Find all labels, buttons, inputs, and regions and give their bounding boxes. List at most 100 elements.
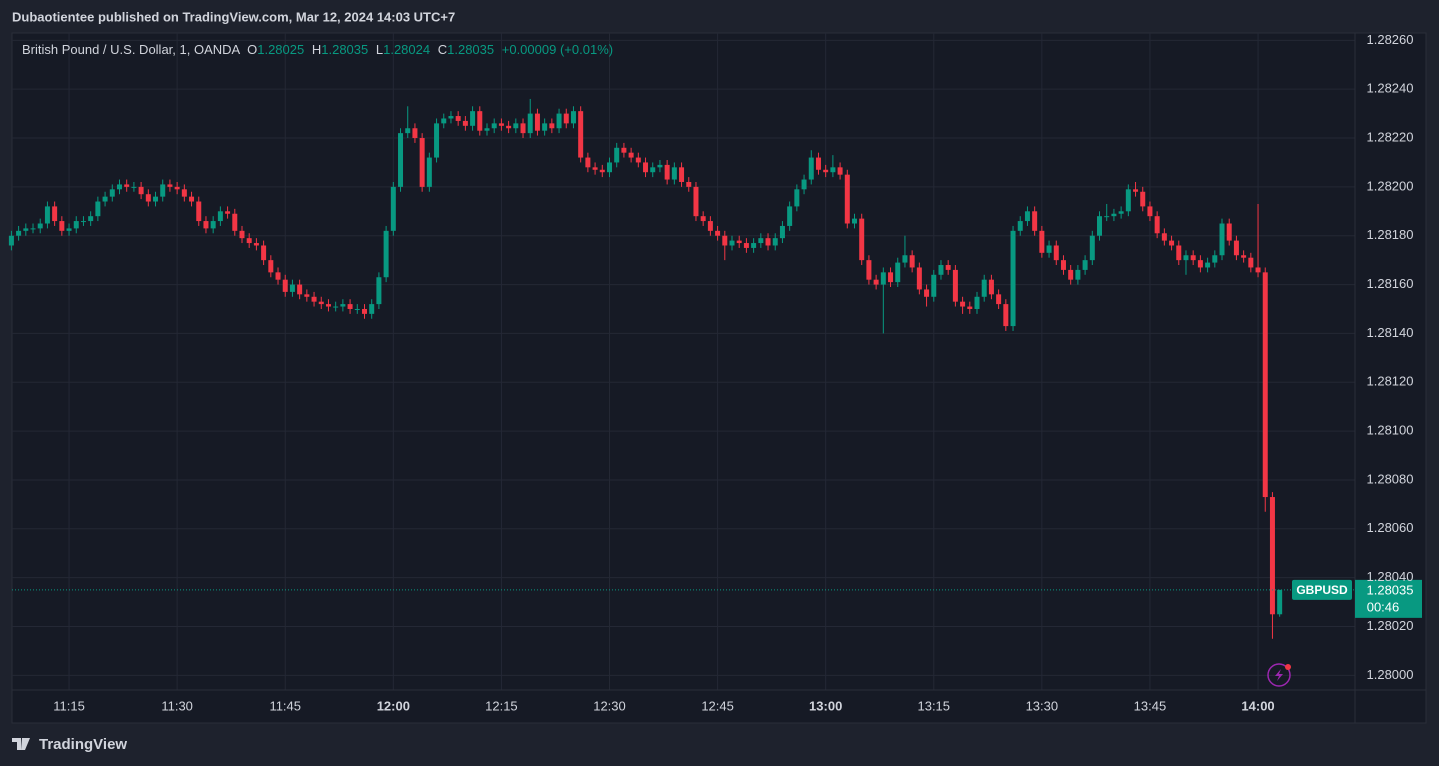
candle-body [44,206,50,224]
candle-body [390,186,396,231]
candle-body [895,262,901,283]
candle-body [1104,216,1110,218]
chart-panel [11,32,1427,724]
candle-body [1046,245,1052,253]
candle-body [1147,206,1153,217]
candle-body [88,216,94,222]
candle-body [462,120,468,126]
candle-body [1133,189,1139,192]
candle-body [924,289,930,297]
candle-body [996,294,1002,305]
symbol-tag-bg [1292,579,1352,600]
candle-body [664,164,670,180]
ohlc-label: L [376,42,383,57]
candle-body [189,196,195,202]
candle-body [1017,221,1023,231]
candle-body [542,123,548,131]
candle-body [585,157,591,168]
y-tick-label: 1.28100 [1367,423,1414,438]
candle-body [102,196,108,202]
candle-body [628,152,634,158]
candle-body [1082,260,1088,270]
candle-body [253,243,259,246]
candle-body [549,123,555,129]
candle-body [289,284,295,292]
candle-body [772,238,778,246]
candle-body [1118,211,1124,214]
candle-body [116,184,122,190]
candle-body [643,162,649,173]
x-tick-label: 12:45 [701,698,734,713]
candle-body [1060,260,1066,270]
candle-body [95,201,101,217]
x-tick-label: 13:00 [809,698,842,713]
candle-body [181,189,187,197]
y-tick-label: 1.28120 [1367,374,1414,389]
candle-body [916,267,922,290]
candle-body [491,123,497,129]
candle-body [1075,269,1081,280]
candle-body [844,174,850,224]
candle-body [124,184,130,187]
overlay: GBPUSD 1.28035 00:46 [12,579,1422,618]
candle-body [779,225,785,239]
candle-body [1097,216,1103,236]
candle-body [794,189,800,207]
candle-body [621,147,627,153]
candle-body [1226,223,1232,241]
close-value: 1.28035 [447,42,494,57]
candle-body [232,213,238,231]
candle-body [225,211,231,214]
y-tick-label: 1.28240 [1367,81,1414,96]
candle-body [635,157,641,163]
candle-body [758,238,764,244]
x-tick-label: 12:00 [377,698,410,713]
candle-body [1183,255,1189,261]
candle-body [354,308,360,310]
candle-body [196,201,202,222]
candle-body [131,186,137,188]
candle-body [1053,245,1059,261]
alert-icon[interactable] [1267,663,1291,687]
open-value: 1.28025 [257,42,304,57]
candle-body [902,255,908,263]
logo-dot [23,738,28,742]
candle-body [1039,230,1045,253]
candle-body [405,128,411,134]
candle-body [145,194,151,202]
candle-body [1248,257,1254,268]
candle-body [873,279,879,285]
candle-body [1205,262,1211,268]
candle-body [369,304,375,314]
candle-body [592,167,598,170]
candle-body [412,128,418,139]
candle-body [325,304,331,307]
candle-body [1176,245,1182,261]
x-tick-label: 12:15 [485,698,518,713]
candle-body [880,272,886,285]
candle-body [751,243,757,248]
change: +0.00009 [502,42,557,57]
x-tick-label: 11:30 [161,698,193,713]
candle-body [967,306,973,309]
candle-body [909,255,915,268]
y-tick-label: 1.28220 [1367,129,1414,144]
brand-name: TradingView [39,736,127,753]
y-tick-label: 1.28140 [1367,325,1414,340]
candle-body [239,230,245,239]
x-tick-label: 11:15 [53,698,85,713]
candle-body [1241,255,1247,258]
candle-body [815,157,821,170]
candle-body [808,157,814,180]
candle-body [715,230,721,236]
candle-body [30,228,36,230]
candle-body [1024,211,1030,222]
candle-body [650,167,656,173]
candle-body [153,196,159,202]
candle-body [743,243,749,248]
candle-body [679,167,685,182]
candle-body [974,296,980,309]
candle-body [174,186,180,190]
candle-body [506,125,512,129]
